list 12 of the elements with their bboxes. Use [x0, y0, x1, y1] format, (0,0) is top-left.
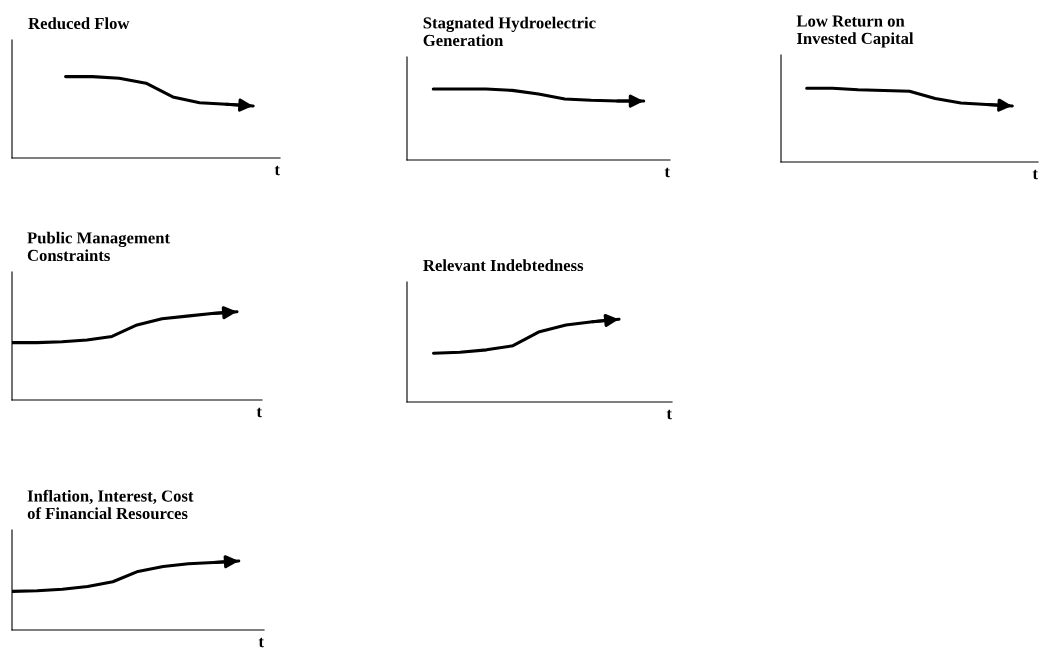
chart-title: Relevant Indebtedness — [423, 259, 584, 272]
x-axis-title: t — [664, 167, 670, 178]
chart-title: Low Return on Invested Capital — [796, 15, 914, 48]
x-axis-title: t — [258, 637, 264, 648]
chart-title: Reduced Flow — [28, 17, 130, 30]
x-axis-title: t — [666, 409, 672, 420]
x-axis-title: t — [1032, 169, 1038, 180]
chart-title: Inflation, Interest, Cost of Financial Resources — [27, 489, 194, 520]
x-axis-title: t — [256, 407, 262, 418]
chart-title: Stagnated Hydroelectric Generation — [423, 16, 596, 47]
chart-title: Public Management Constraints — [27, 231, 170, 262]
x-axis-title: t — [274, 165, 280, 176]
